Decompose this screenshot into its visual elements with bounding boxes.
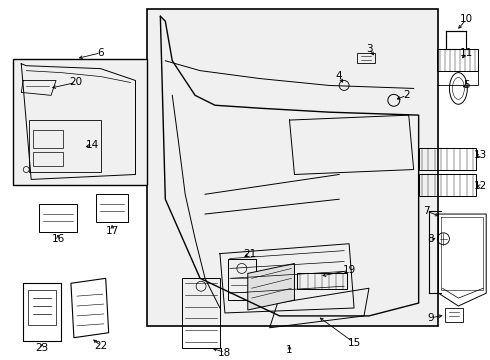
Text: 16: 16 — [51, 234, 65, 244]
Text: 18: 18 — [218, 347, 232, 357]
Bar — [13, 59, 147, 185]
Bar — [297, 273, 347, 289]
Text: 2: 2 — [403, 90, 410, 100]
Text: 1: 1 — [286, 345, 293, 355]
Text: 7: 7 — [423, 206, 430, 216]
Bar — [437, 49, 478, 71]
Bar — [23, 283, 61, 341]
Text: 10: 10 — [460, 14, 473, 24]
Bar — [28, 290, 56, 325]
Bar — [445, 308, 464, 322]
Bar — [39, 204, 77, 232]
Text: 19: 19 — [343, 265, 356, 275]
Text: 23: 23 — [35, 343, 49, 352]
Text: 8: 8 — [427, 234, 434, 244]
Bar — [33, 152, 63, 166]
Bar — [418, 148, 476, 170]
Polygon shape — [248, 264, 294, 310]
Text: 6: 6 — [98, 48, 104, 58]
Bar — [182, 278, 220, 347]
Text: 11: 11 — [460, 48, 473, 58]
Bar — [418, 175, 476, 196]
Text: 21: 21 — [243, 249, 256, 258]
Text: 13: 13 — [474, 150, 487, 160]
Text: 17: 17 — [106, 226, 119, 236]
Text: 22: 22 — [94, 341, 107, 351]
Text: 4: 4 — [336, 71, 343, 81]
Bar — [33, 130, 63, 148]
Text: 20: 20 — [70, 77, 82, 87]
Text: 14: 14 — [86, 140, 99, 150]
Text: 12: 12 — [474, 181, 487, 192]
Text: 3: 3 — [366, 44, 372, 54]
Bar — [357, 53, 375, 63]
Bar — [96, 194, 127, 222]
Text: 5: 5 — [463, 81, 469, 90]
Bar — [29, 120, 101, 171]
Bar — [228, 258, 256, 300]
Text: 9: 9 — [427, 313, 434, 323]
Bar — [147, 9, 438, 326]
Text: 15: 15 — [347, 338, 361, 348]
